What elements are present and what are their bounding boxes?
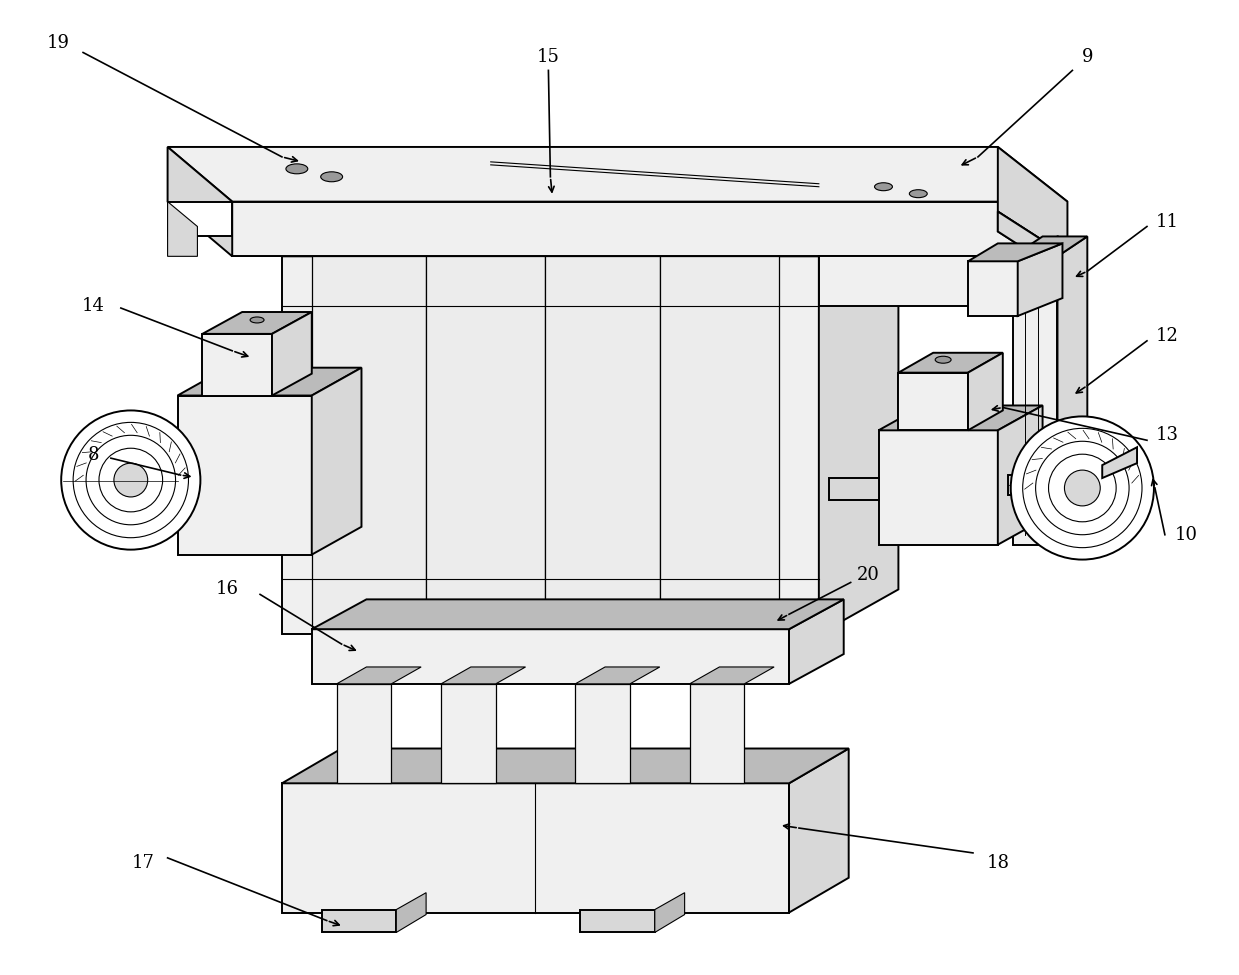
Polygon shape — [273, 312, 312, 396]
Polygon shape — [1012, 256, 1058, 545]
Polygon shape — [441, 667, 525, 683]
Text: 13: 13 — [1155, 426, 1178, 445]
Polygon shape — [819, 212, 898, 634]
Polygon shape — [1007, 475, 1078, 495]
Text: 17: 17 — [131, 854, 154, 872]
Polygon shape — [63, 470, 177, 492]
Polygon shape — [282, 749, 849, 783]
Circle shape — [1048, 454, 1116, 522]
Circle shape — [1011, 416, 1154, 560]
Circle shape — [1064, 470, 1100, 506]
Text: 10: 10 — [1176, 526, 1198, 544]
Polygon shape — [312, 368, 362, 555]
Polygon shape — [1012, 237, 1058, 306]
Polygon shape — [1058, 237, 1088, 545]
Polygon shape — [580, 910, 654, 932]
Polygon shape — [690, 683, 745, 783]
Polygon shape — [177, 396, 312, 555]
Polygon shape — [654, 893, 685, 932]
Text: 18: 18 — [986, 854, 1010, 872]
Polygon shape — [337, 667, 421, 683]
Polygon shape — [968, 244, 1063, 261]
Polygon shape — [878, 430, 997, 545]
Polygon shape — [878, 406, 1042, 430]
Polygon shape — [1103, 448, 1137, 478]
Polygon shape — [337, 683, 392, 783]
Polygon shape — [396, 893, 426, 932]
Polygon shape — [968, 261, 1017, 316]
Polygon shape — [167, 202, 232, 237]
Polygon shape — [282, 783, 789, 913]
Polygon shape — [997, 212, 1068, 276]
Circle shape — [1036, 442, 1129, 534]
Polygon shape — [575, 667, 660, 683]
Polygon shape — [167, 202, 197, 256]
Polygon shape — [167, 147, 232, 256]
Polygon shape — [312, 629, 789, 683]
Circle shape — [114, 463, 147, 497]
Text: 20: 20 — [857, 566, 880, 583]
Polygon shape — [322, 910, 396, 932]
Text: 15: 15 — [536, 49, 560, 66]
Polygon shape — [660, 256, 779, 634]
Ellipse shape — [935, 356, 952, 364]
Ellipse shape — [286, 164, 307, 174]
Polygon shape — [1017, 244, 1063, 316]
Circle shape — [99, 448, 162, 512]
Polygon shape — [282, 256, 819, 634]
Polygon shape — [167, 147, 1068, 202]
Polygon shape — [202, 312, 312, 333]
Text: 12: 12 — [1156, 327, 1178, 345]
Text: 11: 11 — [1155, 213, 1178, 230]
Polygon shape — [312, 256, 426, 634]
Ellipse shape — [875, 182, 892, 191]
Text: 14: 14 — [82, 297, 104, 315]
Polygon shape — [426, 256, 545, 634]
Polygon shape — [282, 212, 898, 256]
Polygon shape — [829, 478, 878, 500]
Polygon shape — [441, 683, 496, 783]
Polygon shape — [997, 212, 1068, 276]
Polygon shape — [545, 256, 660, 634]
Circle shape — [85, 435, 176, 525]
Ellipse shape — [909, 190, 927, 198]
Polygon shape — [968, 353, 1002, 430]
Polygon shape — [575, 683, 629, 783]
Polygon shape — [997, 147, 1068, 256]
Polygon shape — [819, 256, 1012, 306]
Circle shape — [1022, 428, 1142, 548]
Text: 16: 16 — [216, 580, 239, 599]
Text: 9: 9 — [1082, 49, 1093, 66]
Text: 19: 19 — [47, 33, 69, 52]
Ellipse shape — [250, 317, 264, 323]
Text: 8: 8 — [87, 447, 99, 464]
Polygon shape — [177, 368, 362, 396]
Polygon shape — [202, 333, 273, 396]
Polygon shape — [789, 600, 844, 683]
Polygon shape — [898, 372, 968, 430]
Ellipse shape — [321, 172, 343, 181]
Polygon shape — [1012, 237, 1088, 256]
Polygon shape — [690, 667, 774, 683]
Polygon shape — [312, 600, 844, 629]
Polygon shape — [232, 202, 1068, 256]
Polygon shape — [789, 749, 849, 913]
Circle shape — [73, 422, 188, 537]
Circle shape — [61, 410, 201, 550]
Polygon shape — [997, 406, 1042, 545]
Polygon shape — [898, 353, 1002, 372]
